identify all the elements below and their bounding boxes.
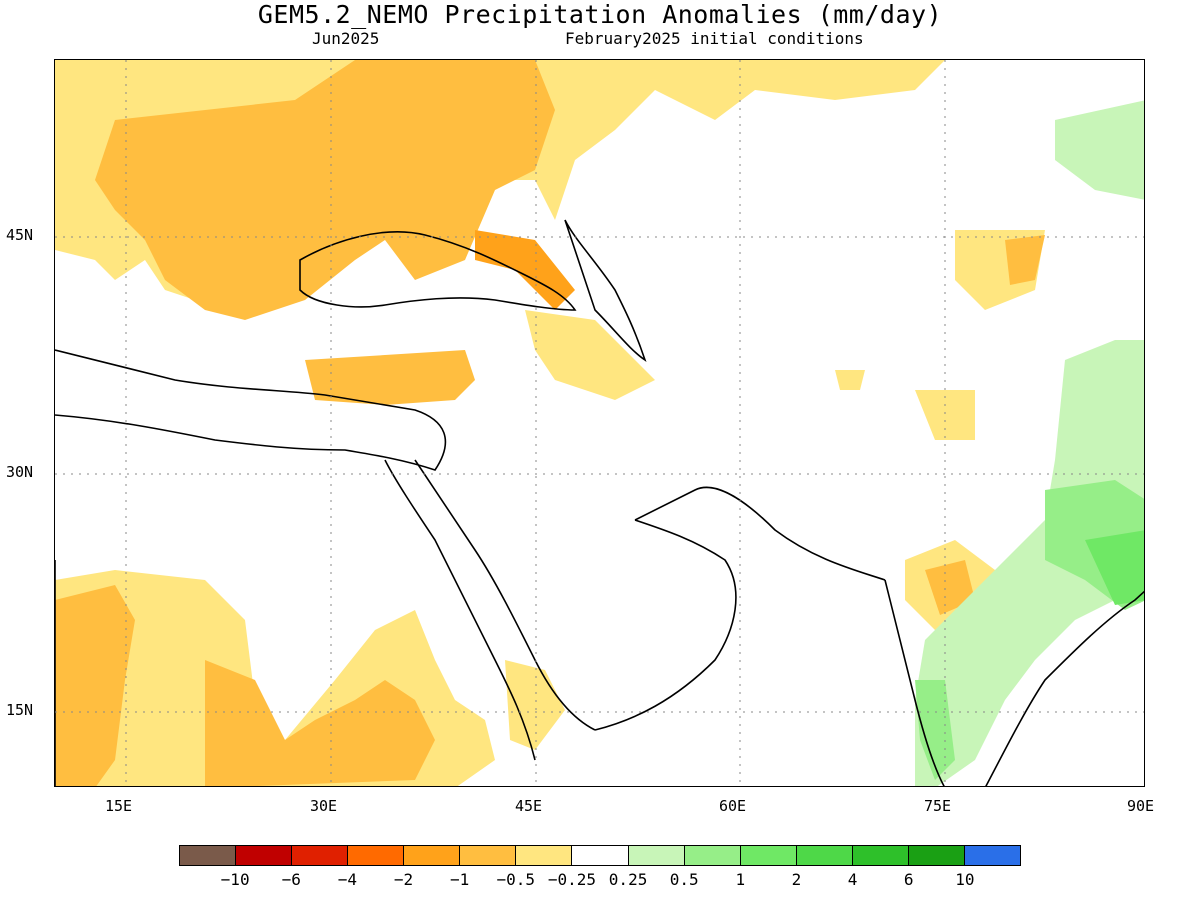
persian-gulf-coast bbox=[634, 486, 886, 581]
colorbar-label: −6 bbox=[281, 870, 301, 889]
mediterranean-coast bbox=[55, 349, 447, 471]
colorbar-label: 1 bbox=[735, 870, 746, 889]
wet-region-south-asia bbox=[915, 340, 1144, 786]
black-sea-coast bbox=[299, 231, 577, 311]
colorbar-label: 2 bbox=[791, 870, 802, 889]
colorbar-label: −4 bbox=[337, 870, 358, 889]
chart-title: GEM5.2_NEMO Precipitation Anomalies (mm/… bbox=[257, 0, 943, 29]
colorbar-box bbox=[684, 846, 741, 865]
india-east-coast bbox=[985, 590, 1144, 786]
colorbar-box bbox=[404, 846, 461, 865]
anomaly-shading bbox=[55, 60, 1144, 786]
colorbar-label: −0.5 bbox=[496, 870, 536, 889]
colorbar bbox=[179, 845, 1021, 866]
dry-region-iran bbox=[525, 310, 655, 400]
colorbar-box bbox=[628, 846, 685, 865]
colorbar-box bbox=[516, 846, 573, 865]
precipitation-map bbox=[55, 60, 1144, 786]
colorbar-label: −10 bbox=[220, 870, 250, 889]
wet-core-bangladesh bbox=[1085, 530, 1144, 605]
colorbar-label: 4 bbox=[847, 870, 858, 889]
wet-strip-western-ghats bbox=[915, 680, 955, 780]
colorbar-box bbox=[460, 846, 517, 865]
colorbar-box bbox=[908, 846, 965, 865]
dry-patch-pakistan bbox=[835, 370, 865, 390]
gridlines bbox=[55, 60, 1144, 786]
lon-tick-45e: 45E bbox=[515, 797, 543, 815]
dry-region-turkey bbox=[305, 350, 475, 405]
coastlines bbox=[55, 219, 1144, 786]
dry-core-india bbox=[925, 560, 975, 615]
colorbar-label: −0.25 bbox=[547, 870, 597, 889]
dry-core-china-northwest bbox=[1005, 235, 1045, 285]
lat-tick-30n: 30N bbox=[6, 463, 34, 481]
lon-tick-90e: 90E bbox=[1127, 797, 1155, 815]
initial-conditions-label: February2025 initial conditions bbox=[565, 29, 864, 48]
colorbar-box bbox=[572, 846, 629, 865]
colorbar-box bbox=[292, 846, 349, 865]
colorbar-box bbox=[180, 846, 237, 865]
dry-patch-kashmir bbox=[915, 390, 975, 440]
colorbar-box bbox=[964, 846, 1020, 865]
red-sea-west-coast bbox=[384, 459, 536, 761]
lon-tick-30e: 30E bbox=[310, 797, 338, 815]
dry-region-yemen bbox=[505, 660, 565, 750]
arabian-peninsula-coast bbox=[594, 519, 737, 731]
dry-region-central-africa bbox=[205, 660, 435, 786]
colorbar-label: 0.25 bbox=[608, 870, 648, 889]
colorbar-label: 0.5 bbox=[669, 870, 699, 889]
india-west-coast bbox=[884, 579, 945, 786]
dry-region-caucasus bbox=[475, 230, 575, 310]
map-panel bbox=[54, 59, 1145, 787]
colorbar-box bbox=[796, 846, 853, 865]
wet-region-mongolia bbox=[1055, 100, 1144, 200]
lon-tick-60e: 60E bbox=[719, 797, 747, 815]
lat-tick-45n: 45N bbox=[6, 226, 34, 244]
colorbar-box bbox=[852, 846, 909, 865]
lon-tick-75e: 75E bbox=[924, 797, 952, 815]
dry-region-west-africa bbox=[55, 585, 135, 786]
colorbar-label: 6 bbox=[903, 870, 914, 889]
forecast-month: Jun2025 bbox=[312, 29, 380, 48]
colorbar-label: −1 bbox=[450, 870, 470, 889]
colorbar-label: 10 bbox=[955, 870, 975, 889]
lat-tick-15n: 15N bbox=[6, 701, 34, 719]
colorbar-box bbox=[236, 846, 293, 865]
lon-tick-15e: 15E bbox=[105, 797, 133, 815]
dry-region-eastern-europe bbox=[95, 60, 555, 320]
colorbar-label: −2 bbox=[393, 870, 414, 889]
red-sea-east-coast bbox=[414, 459, 596, 731]
colorbar-box bbox=[348, 846, 405, 865]
colorbar-box bbox=[740, 846, 797, 865]
caspian-sea-coast bbox=[564, 219, 647, 362]
